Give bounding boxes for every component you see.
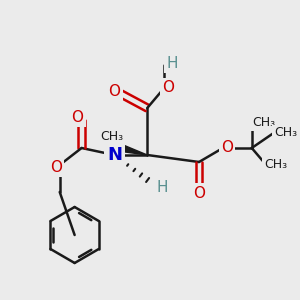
Text: O: O	[72, 110, 84, 124]
Text: H: H	[156, 179, 168, 194]
Text: O: O	[221, 140, 233, 155]
Polygon shape	[121, 145, 147, 155]
Text: CH₃: CH₃	[100, 130, 123, 142]
Text: H: H	[167, 56, 178, 70]
Text: O: O	[108, 85, 120, 100]
Text: CH₃: CH₃	[274, 127, 297, 140]
Text: O: O	[193, 185, 205, 200]
Text: CH₃: CH₃	[252, 116, 275, 130]
Text: O: O	[50, 160, 62, 175]
Text: N: N	[107, 146, 122, 164]
Text: CH₃: CH₃	[264, 158, 287, 170]
Text: O: O	[162, 80, 174, 95]
